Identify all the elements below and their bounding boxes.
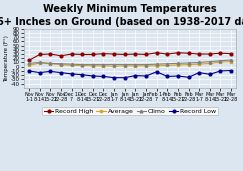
Record Low — [166, 75, 169, 77]
Average — [38, 62, 41, 64]
Average — [176, 64, 179, 66]
Record Low — [145, 75, 148, 77]
Climo — [60, 63, 62, 65]
Record Low — [176, 75, 179, 77]
Record Low — [155, 71, 158, 73]
Record Low — [49, 70, 52, 72]
Average — [134, 65, 137, 67]
Record High — [113, 53, 116, 55]
Record High — [102, 53, 105, 55]
Record High — [187, 52, 190, 54]
Climo — [70, 63, 73, 65]
Climo — [208, 61, 211, 63]
Climo — [81, 64, 84, 66]
Average — [102, 65, 105, 67]
Record Low — [102, 75, 105, 77]
Line: Average: Average — [28, 60, 233, 68]
Record High — [230, 53, 233, 55]
Record High — [28, 59, 31, 61]
Average — [28, 64, 31, 67]
Record High — [166, 53, 169, 55]
Average — [81, 64, 84, 67]
Climo — [145, 64, 148, 66]
Climo — [113, 64, 116, 66]
Record High — [145, 54, 148, 56]
Line: Record Low: Record Low — [28, 69, 233, 79]
Record Low — [60, 72, 62, 74]
Record Low — [91, 75, 94, 77]
Record High — [91, 54, 94, 56]
Record High — [38, 54, 41, 56]
Climo — [134, 64, 137, 66]
Average — [91, 65, 94, 67]
Average — [123, 65, 126, 67]
Record Low — [134, 75, 137, 77]
Record Low — [198, 72, 201, 74]
Average — [70, 64, 73, 67]
Record High — [198, 53, 201, 55]
Record Low — [219, 70, 222, 72]
Record Low — [123, 77, 126, 79]
Record High — [219, 52, 222, 54]
Record Low — [70, 73, 73, 75]
Climo — [176, 62, 179, 64]
Climo — [219, 60, 222, 62]
Average — [198, 63, 201, 65]
Y-axis label: Temperature (F°): Temperature (F°) — [4, 35, 9, 82]
Average — [145, 65, 148, 67]
Average — [187, 64, 190, 66]
Climo — [198, 61, 201, 63]
Record High — [208, 53, 211, 55]
Climo — [38, 61, 41, 63]
Climo — [28, 62, 31, 64]
Average — [60, 64, 62, 66]
Record High — [70, 53, 73, 55]
Record Low — [38, 72, 41, 74]
Record High — [81, 54, 84, 56]
Climo — [91, 64, 94, 66]
Record Low — [187, 76, 190, 78]
Record High — [155, 52, 158, 54]
Title: Weekly Minimum Temperatures
6+ Inches on Ground (based on 1938-2017 data): Weekly Minimum Temperatures 6+ Inches on… — [0, 4, 243, 27]
Average — [113, 65, 116, 67]
Legend: Record High, Average, Climo, Record Low: Record High, Average, Climo, Record Low — [42, 107, 218, 115]
Climo — [166, 63, 169, 65]
Average — [219, 61, 222, 63]
Record Low — [81, 74, 84, 76]
Record High — [176, 52, 179, 54]
Climo — [187, 62, 190, 64]
Record Low — [113, 77, 116, 79]
Climo — [155, 63, 158, 65]
Record High — [134, 53, 137, 55]
Average — [49, 63, 52, 65]
Record High — [123, 54, 126, 56]
Climo — [102, 64, 105, 66]
Average — [155, 65, 158, 67]
Line: Record High: Record High — [28, 51, 233, 62]
Climo — [230, 59, 233, 61]
Climo — [123, 64, 126, 66]
Average — [230, 61, 233, 63]
Record Low — [208, 73, 211, 75]
Climo — [49, 62, 52, 64]
Record Low — [230, 69, 233, 71]
Record High — [60, 55, 62, 57]
Average — [166, 64, 169, 67]
Line: Climo: Climo — [28, 59, 233, 66]
Average — [208, 62, 211, 64]
Record High — [49, 53, 52, 55]
Record Low — [28, 70, 31, 72]
